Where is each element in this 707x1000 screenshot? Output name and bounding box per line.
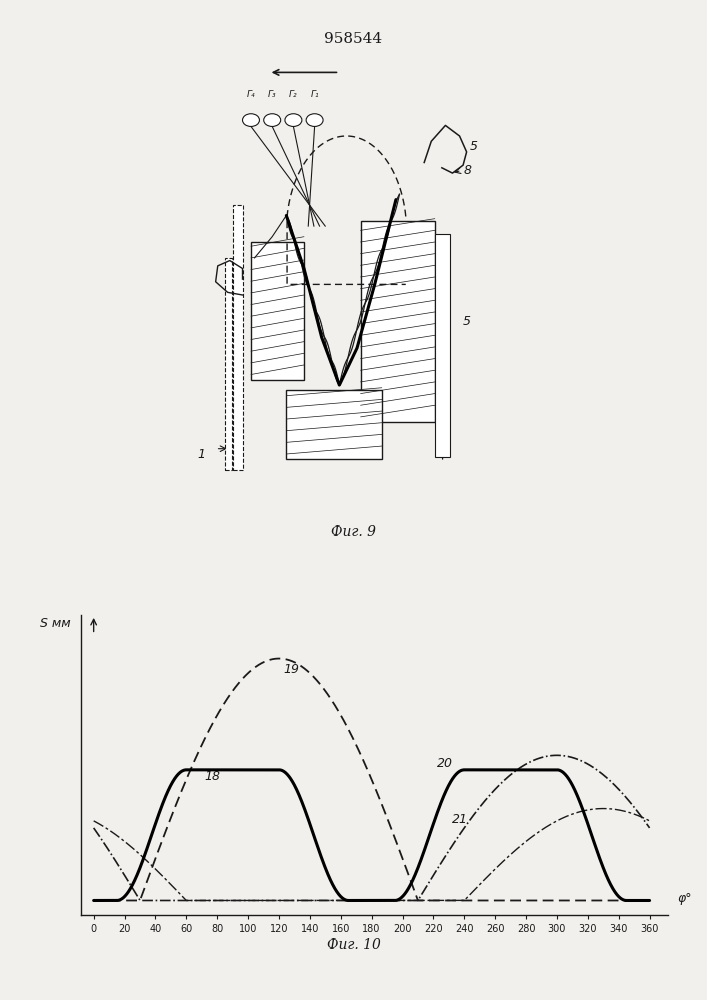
Text: 1: 1: [197, 448, 206, 460]
Circle shape: [264, 114, 281, 126]
Text: 19: 19: [284, 663, 300, 676]
Bar: [286, 390, 382, 459]
Text: φ°: φ°: [677, 892, 692, 905]
Text: Γ₁: Γ₁: [310, 90, 319, 99]
Circle shape: [285, 114, 302, 126]
Bar: [251, 242, 304, 380]
Circle shape: [306, 114, 323, 126]
Text: Γ₂: Γ₂: [289, 90, 298, 99]
Text: 958544: 958544: [325, 32, 382, 46]
Text: S мм: S мм: [40, 617, 71, 630]
Circle shape: [243, 114, 259, 126]
Text: Γ₄: Γ₄: [247, 90, 255, 99]
Text: 20: 20: [436, 757, 452, 770]
Bar: [225, 258, 232, 470]
Text: Фиг. 10: Фиг. 10: [327, 938, 380, 952]
Text: 5: 5: [470, 140, 478, 153]
Text: 8: 8: [463, 164, 471, 177]
Bar: [361, 221, 435, 422]
Bar: [435, 234, 450, 457]
Text: 18: 18: [205, 770, 221, 783]
Bar: [233, 205, 243, 470]
Text: Γ₃: Γ₃: [268, 90, 276, 99]
Text: 21: 21: [452, 813, 468, 826]
Text: 5: 5: [463, 315, 471, 328]
Text: Фиг. 9: Фиг. 9: [331, 525, 376, 539]
